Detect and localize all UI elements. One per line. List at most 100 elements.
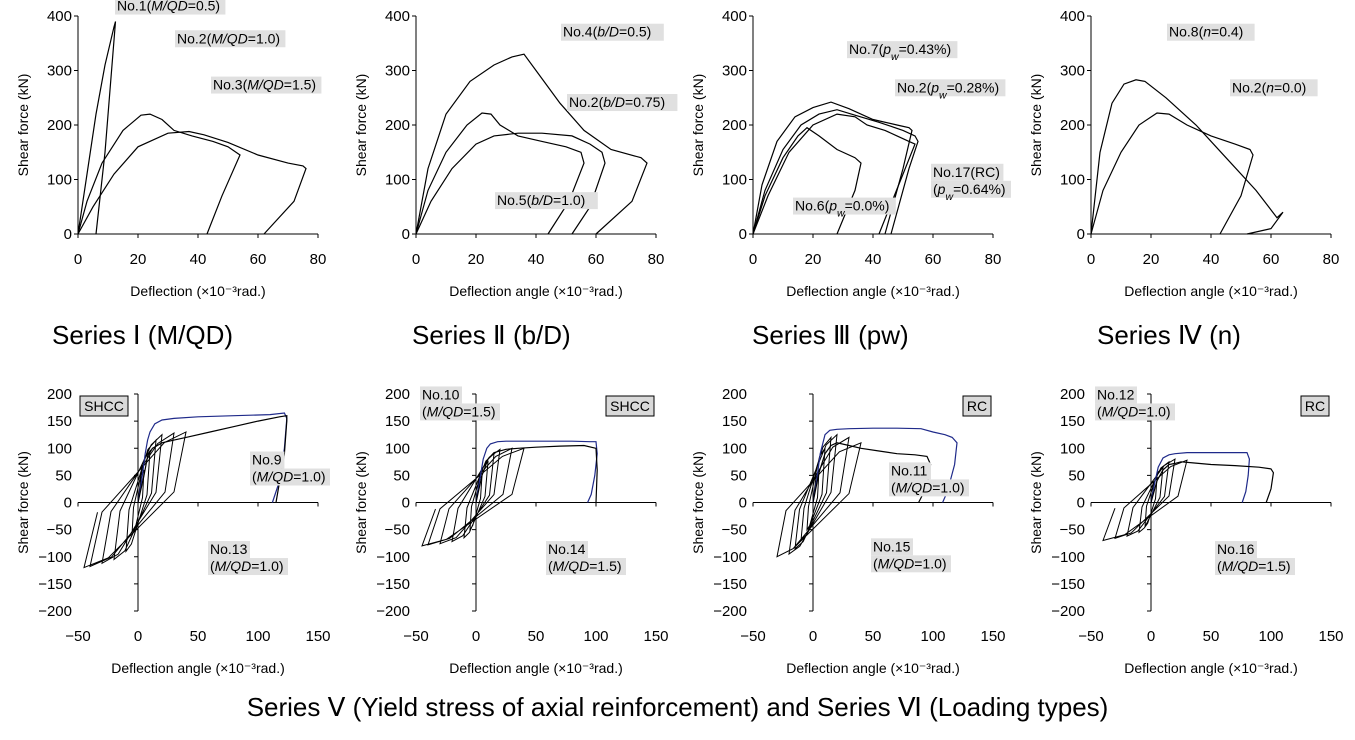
x-tick-label: 40 [190, 251, 207, 268]
x-tick-label: 0 [472, 628, 480, 645]
y-tick-label: 200 [385, 117, 410, 134]
x-tick-label: 0 [134, 628, 142, 645]
x-tick-label: 150 [305, 628, 330, 645]
y-tick-label: 0 [402, 226, 410, 243]
x-tick-label: 150 [980, 628, 1005, 645]
x-tick-label: 100 [1258, 628, 1283, 645]
annotation-background [1095, 386, 1137, 404]
x-tick-label: 20 [805, 251, 822, 268]
caption-series-5-6: Series Ⅴ (Yield stress of axial reinforc… [246, 692, 1109, 722]
annotation-label: No.17(RC) [933, 164, 1000, 180]
data-series-4 [752, 113, 916, 235]
y-tick-label: 200 [1060, 117, 1085, 134]
annotation-background [1095, 403, 1175, 421]
x-tick-label: 60 [925, 251, 942, 268]
x-axis-label: Deflection angle (×10⁻³rad.) [1124, 660, 1298, 676]
annotation-label: No.16 [1217, 541, 1255, 557]
x-tick-label: 40 [865, 251, 882, 268]
annotation-background [793, 197, 896, 215]
annotation-label: No.2(M/QD=1.0) [177, 30, 280, 46]
y-tick-label: −50 [385, 522, 410, 539]
x-tick-label: 50 [190, 628, 207, 645]
y-tick-label: −150 [376, 576, 410, 593]
data-series-2 [752, 109, 919, 235]
annotation-label: No.13 [210, 541, 248, 557]
x-axis-label: Deflection angle (×10⁻³rad.) [449, 660, 623, 676]
annotation-background [211, 76, 322, 94]
annotation-label: No.3(M/QD=1.5) [213, 77, 316, 93]
x-tick-label: 20 [130, 251, 147, 268]
y-tick-label: −200 [376, 603, 410, 620]
y-tick-label: 100 [722, 440, 747, 457]
y-tick-label: 0 [402, 495, 410, 512]
x-axis-label: Deflection angle (×10⁻³rad.) [786, 283, 960, 299]
y-tick-label: 100 [385, 440, 410, 457]
x-axis-label: Deflection angle (×10⁻³rad.) [111, 660, 285, 676]
data-series-1 [1090, 79, 1284, 235]
x-tick-label: 60 [250, 251, 267, 268]
x-axis-label: Deflection (×10⁻³rad.) [130, 283, 265, 299]
y-axis-label: Shear force (kN) [1028, 451, 1044, 554]
annotation-label: (M/QD=1.0) [252, 469, 326, 485]
chart-panel-8: −50 0 50 100 150 −200 −150 −100 −50 0 50 100 150 200 D… [1028, 386, 1344, 676]
annotation-label: No.2(pw=0.28%) [897, 79, 999, 101]
y-tick-label: 200 [47, 117, 72, 134]
caption-series-3: Series Ⅲ (pw) [752, 320, 909, 350]
annotation-label: No.6(pw=0.0%) [795, 198, 889, 220]
y-tick-label: 150 [47, 413, 72, 430]
annotation-label: No.10 [422, 386, 460, 402]
annotation-label: (M/QD=1.0) [210, 558, 284, 574]
x-tick-label: −50 [1078, 628, 1103, 645]
annotation-label: (pw=0.64%) [933, 181, 1006, 203]
annotation-background [1167, 23, 1255, 41]
y-tick-label: −200 [1051, 603, 1085, 620]
y-tick-label: −150 [1051, 576, 1085, 593]
annotation-background [1230, 79, 1318, 97]
annotation-background [495, 192, 598, 210]
annotation-background [889, 479, 969, 497]
x-axis-label: Deflection angle (×10⁻³rad.) [449, 283, 623, 299]
annotation-background [567, 94, 678, 112]
data-series-1 [475, 440, 598, 503]
x-tick-label: 20 [1143, 251, 1160, 268]
specimen-type-tag-label: RC [1305, 398, 1325, 414]
y-axis-label: Shear force (kN) [15, 74, 31, 177]
annotation-background [561, 23, 664, 41]
x-tick-label: 40 [528, 251, 545, 268]
y-tick-label: −150 [38, 576, 72, 593]
y-tick-label: 200 [47, 386, 72, 403]
data-series-3 [752, 126, 862, 235]
x-tick-label: 80 [1323, 251, 1340, 268]
x-tick-label: 80 [648, 251, 665, 268]
x-tick-label: 100 [583, 628, 608, 645]
y-tick-label: 300 [1060, 63, 1085, 80]
y-axis-label: Shear force (kN) [353, 451, 369, 554]
y-tick-label: 150 [385, 413, 410, 430]
data-series-2 [1090, 112, 1254, 235]
annotation-label: No.14 [548, 541, 586, 557]
hysteresis-loop-series [421, 447, 525, 547]
chart-panel-6: −50 0 50 100 150 −200 −150 −100 −50 0 50 100 150 200 D… [353, 386, 669, 676]
y-axis-label: Shear force (kN) [353, 74, 369, 177]
annotation-label: No.4(b/D=0.5) [563, 24, 651, 40]
y-tick-label: 200 [722, 117, 747, 134]
y-tick-label: 50 [393, 467, 410, 484]
annotation-label: (M/QD=1.0) [1097, 403, 1171, 419]
annotation-background [115, 0, 226, 15]
data-series-2 [1150, 461, 1275, 503]
x-tick-label: 100 [245, 628, 270, 645]
x-axis-label: Deflection angle (×10⁻³rad.) [786, 660, 960, 676]
data-series-3 [77, 130, 307, 235]
y-axis-label: Shear force (kN) [15, 451, 31, 554]
specimen-type-tag-label: SHCC [84, 398, 124, 414]
specimen-type-tag [605, 395, 655, 417]
y-tick-label: 200 [722, 386, 747, 403]
y-axis-label: Shear force (kN) [1028, 74, 1044, 177]
y-tick-label: 50 [1068, 467, 1085, 484]
y-tick-label: 100 [722, 172, 747, 189]
x-tick-label: 50 [865, 628, 882, 645]
y-tick-label: 100 [1060, 172, 1085, 189]
y-tick-label: −50 [722, 522, 747, 539]
x-tick-label: 80 [310, 251, 327, 268]
x-tick-label: −50 [65, 628, 90, 645]
